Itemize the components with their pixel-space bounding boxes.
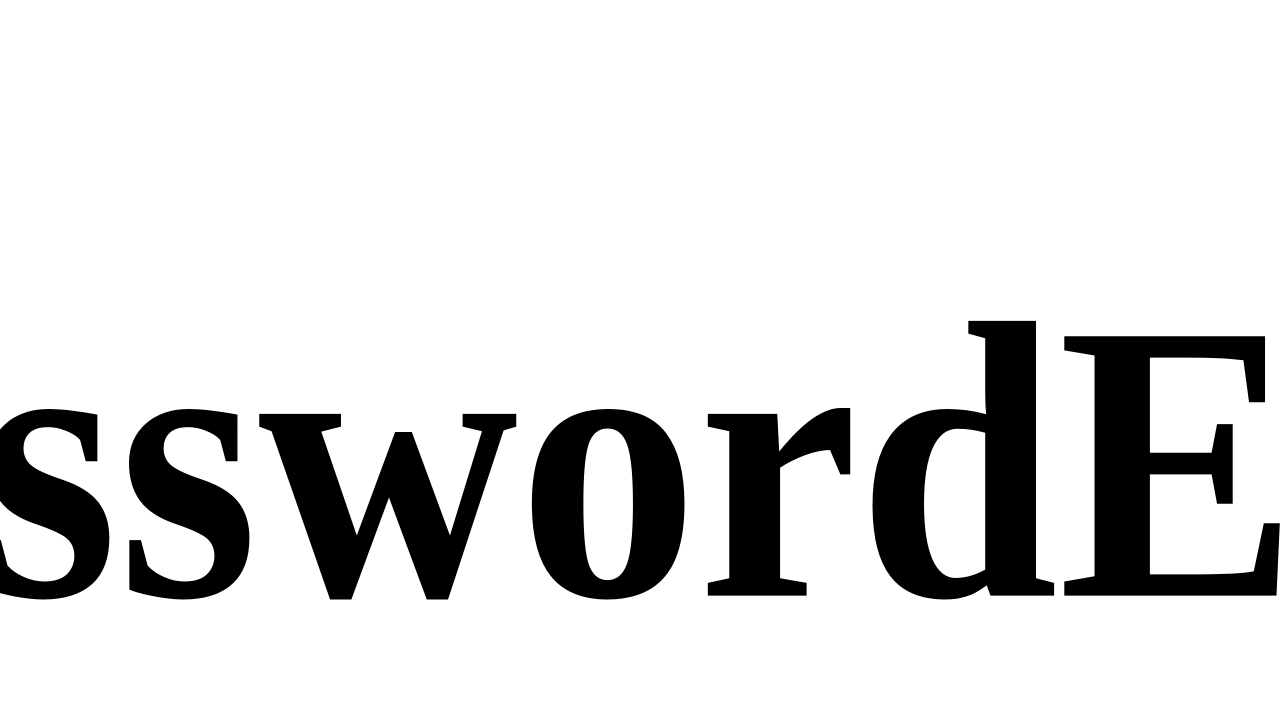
heading-text: sswordEn bbox=[0, 243, 1280, 681]
